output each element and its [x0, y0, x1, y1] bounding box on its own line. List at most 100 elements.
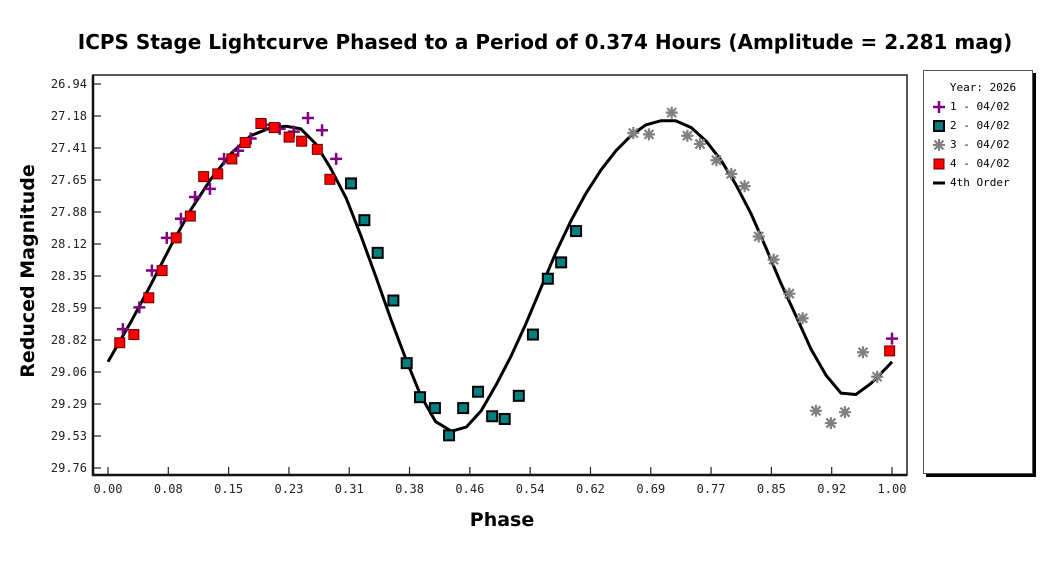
data-point-series-4 — [114, 337, 126, 349]
y-tick-label: 27.41 — [51, 141, 87, 155]
x-tick-label: 0.92 — [817, 482, 846, 496]
data-point-series-3 — [681, 129, 694, 142]
data-point-series-1 — [886, 332, 898, 345]
y-tick-label: 29.06 — [51, 365, 87, 379]
data-point-series-2 — [457, 402, 470, 415]
x-tick-label: 0.54 — [516, 482, 545, 496]
data-point-series-2 — [371, 246, 384, 259]
data-point-series-2 — [400, 357, 413, 370]
y-tick-label: 28.12 — [51, 237, 87, 251]
data-point-series-4 — [311, 143, 323, 155]
data-point-series-4 — [143, 292, 155, 304]
data-point-series-3 — [642, 128, 655, 141]
data-point-series-3 — [665, 106, 678, 119]
data-point-series-4 — [324, 173, 336, 185]
data-point-series-4 — [268, 122, 280, 134]
x-tick-label: 0.85 — [757, 482, 786, 496]
x-tick-label: 0.31 — [335, 482, 364, 496]
data-point-series-1 — [301, 112, 314, 125]
data-point-series-3 — [752, 230, 765, 243]
data-point-series-3 — [627, 127, 640, 140]
x-tick-label: 0.77 — [697, 482, 726, 496]
line-marker-icon — [932, 176, 946, 190]
data-point-series-3 — [796, 312, 809, 325]
square-marker-icon — [932, 157, 946, 171]
y-tick-label: 29.76 — [51, 461, 87, 475]
data-point-series-2 — [541, 272, 554, 285]
data-point-series-4 — [255, 117, 267, 129]
data-point-series-1 — [330, 152, 343, 165]
data-point-series-4 — [239, 137, 251, 149]
chart-title: ICPS Stage Lightcurve Phased to a Period… — [77, 30, 1013, 54]
data-point-series-4 — [170, 232, 182, 244]
data-point-series-4 — [212, 168, 224, 180]
data-point-series-3 — [838, 406, 851, 419]
x-tick-label: 0.00 — [94, 482, 123, 496]
legend-item-series-3: 3 - 04/02 — [924, 135, 1032, 154]
legend-title: Year: 2026 — [949, 81, 1017, 94]
legend-label: 2 - 04/02 — [950, 119, 1010, 132]
x-tick-label: 0.15 — [214, 482, 243, 496]
data-point-series-3 — [856, 346, 869, 359]
data-point-series-3 — [767, 253, 780, 266]
data-point-series-4 — [198, 171, 210, 183]
plus-marker-icon — [932, 100, 946, 114]
data-point-series-1 — [145, 264, 158, 277]
y-tick-label: 29.53 — [51, 429, 87, 443]
data-point-series-3 — [809, 404, 822, 417]
data-point-series-1 — [116, 323, 129, 336]
data-point-series-2 — [526, 328, 539, 341]
data-point-series-3 — [710, 154, 723, 167]
data-point-series-3 — [783, 287, 796, 300]
legend-item-series-1: 1 - 04/02 — [924, 97, 1032, 116]
data-point-series-4 — [128, 329, 140, 341]
x-tick-label: 0.08 — [154, 482, 183, 496]
legend-item-fit: 4th Order — [924, 173, 1032, 192]
data-point-series-2 — [472, 385, 485, 398]
x-tick-label: 0.23 — [274, 482, 303, 496]
legend-item-series-2: 2 - 04/02 — [924, 116, 1032, 135]
data-point-series-3 — [871, 370, 884, 383]
x-tick-label: 0.46 — [455, 482, 484, 496]
legend-label: 4th Order — [950, 176, 1010, 189]
data-point-series-2 — [443, 429, 456, 442]
data-point-series-2 — [414, 391, 427, 404]
data-point-series-3 — [824, 417, 837, 430]
y-tick-label: 27.65 — [51, 173, 87, 187]
x-tick-label: 0.38 — [395, 482, 424, 496]
data-point-series-2 — [428, 402, 441, 415]
data-point-series-1 — [232, 144, 245, 157]
legend-label: 3 - 04/02 — [950, 138, 1010, 151]
x-tick-label: 0.62 — [576, 482, 605, 496]
data-point-series-1 — [316, 124, 329, 137]
data-point-series-3 — [725, 167, 738, 180]
legend: Year: 2026 1 - 04/02 2 - 04/02 3 - 04/02… — [923, 70, 1033, 474]
data-point-series-2 — [345, 177, 358, 190]
data-point-series-4 — [884, 345, 896, 357]
data-point-series-1 — [133, 301, 146, 314]
data-point-series-2 — [498, 412, 511, 425]
legend-label: 1 - 04/02 — [950, 100, 1010, 113]
axis-lines — [91, 75, 907, 477]
y-tick-label: 28.59 — [51, 301, 87, 315]
y-tick-label: 28.82 — [51, 333, 87, 347]
data-point-series-3 — [738, 180, 751, 193]
data-point-series-4 — [156, 265, 168, 277]
data-point-series-2 — [358, 214, 371, 227]
data-point-series-4 — [184, 210, 196, 222]
y-tick-label: 29.29 — [51, 397, 87, 411]
data-point-series-4 — [283, 131, 295, 143]
legend-label: 4 - 04/02 — [950, 157, 1010, 170]
x-axis-label: Phase — [469, 509, 535, 531]
data-point-series-2 — [512, 389, 525, 402]
y-tick-label: 27.88 — [51, 205, 87, 219]
y-tick-label: 28.35 — [51, 269, 87, 283]
x-tick-label: 0.69 — [636, 482, 665, 496]
y-tick-label: 26.94 — [51, 77, 87, 91]
data-point-series-1 — [189, 191, 202, 204]
square-marker-icon — [932, 119, 946, 133]
data-point-series-4 — [296, 135, 308, 147]
x-tick-label: 1.00 — [878, 482, 907, 496]
legend-item-series-4: 4 - 04/02 — [924, 154, 1032, 173]
